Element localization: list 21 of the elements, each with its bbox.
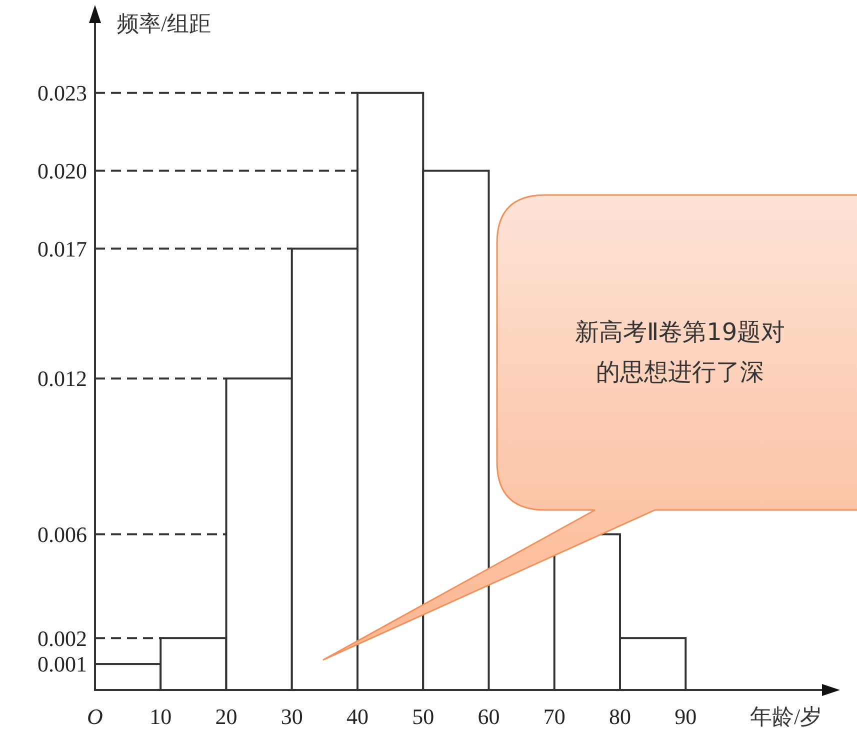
x-tick-label: 50 xyxy=(412,704,434,729)
x-axis-title: 年龄/岁 xyxy=(750,704,822,729)
x-tick-label: 30 xyxy=(280,704,303,729)
annotation: 的思想进行了深 xyxy=(596,358,764,386)
y-tick-label: 0.017 xyxy=(38,236,87,262)
y-tick-label: 0.023 xyxy=(38,80,87,106)
y-tick-label: 0.001 xyxy=(38,652,87,677)
x-tick-label: 60 xyxy=(478,704,500,729)
x-tick-label: 40 xyxy=(346,704,368,729)
x-tick-label: O xyxy=(87,704,104,729)
y-tick-label: 0.002 xyxy=(38,626,87,651)
x-tick-label: 10 xyxy=(150,704,172,729)
x-tick-label: 90 xyxy=(674,704,697,729)
x-tick-label: 20 xyxy=(215,704,238,729)
y-axis-title: 频率/组距 xyxy=(117,11,212,36)
y-tick-label: 0.012 xyxy=(38,366,87,392)
y-tick-label: 0.006 xyxy=(38,522,87,547)
x-tick-label: 70 xyxy=(543,704,566,729)
y-tick-label: 0.020 xyxy=(38,158,87,184)
x-tick-label: 80 xyxy=(609,704,631,729)
annotation: 新高考Ⅱ卷第19题对 xyxy=(574,318,786,346)
